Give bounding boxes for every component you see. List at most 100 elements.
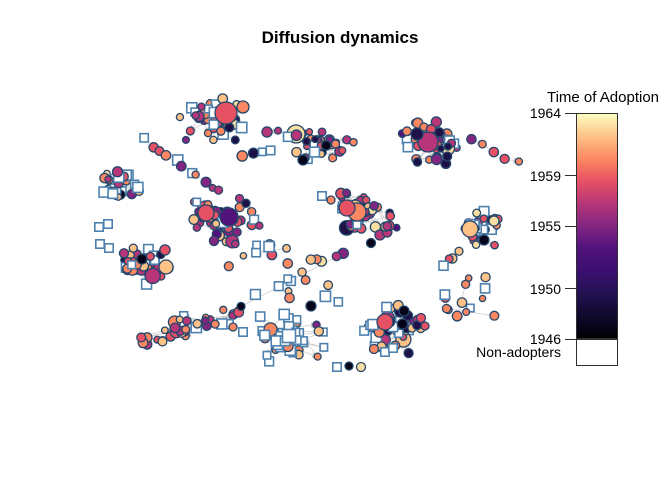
network-node-circle [282,243,291,253]
network-node-circle [297,267,307,277]
network-node-circle [376,313,394,331]
network-node-circle [338,199,356,217]
network-node-circle [313,326,325,337]
network-node-circle [430,153,443,166]
network-node-square [265,145,276,156]
network-node-square [235,121,248,134]
network-node-square [308,146,321,158]
network-node-circle [410,127,424,141]
network-node-circle [478,139,487,149]
network-node-square [331,361,342,372]
network-node-circle [192,318,203,329]
network-node-circle [420,321,430,331]
network-node-circle [514,157,524,166]
network-node-circle [430,116,442,128]
network-node-circle [197,102,206,111]
network-node-square [263,240,275,253]
network-node-circle [344,361,354,371]
network-node-circle [284,292,295,304]
network-node-circle [396,318,409,330]
network-node-circle [454,246,464,256]
network-node-circle [210,319,220,329]
network-node-circle [241,198,251,209]
network-node-circle [368,343,380,355]
network-node-circle [136,332,147,343]
network-node-square [94,222,105,233]
network-node-circle [300,275,311,286]
network-node-circle [479,214,489,223]
network-node-circle [104,175,112,184]
network-node-circle [436,144,445,153]
network-node-circle [302,136,311,146]
network-node-square [248,214,260,225]
network-node-circle [203,128,213,138]
network-node-square [438,260,449,272]
network-node-square [257,147,267,157]
network-node-square [319,290,332,303]
network-node-circle [274,126,283,135]
network-node-square [359,325,370,336]
network-node-circle [188,214,200,226]
network-node-circle [313,352,322,361]
network-node-circle [412,157,423,167]
network-node-circle [323,280,334,291]
network-node-square [387,342,398,353]
network-node-square [238,326,249,337]
network-node-circle [305,254,317,265]
network-node-circle [462,307,471,317]
network-node-circle [480,271,491,283]
network-node-circle [261,126,273,138]
network-node-circle [181,316,192,326]
network-node-square [283,274,293,284]
network-node-circle [330,139,341,149]
network-node-circle [181,324,191,334]
network-node-circle [460,279,471,290]
network-node-circle [471,240,481,250]
network-node-circle [342,188,351,198]
network-node-circle [111,166,124,178]
network-node-circle [499,153,510,165]
network-node-circle [223,261,234,272]
network-node-circle [415,312,427,324]
network-node-circle [478,234,490,246]
network-node-circle [365,237,377,249]
network-node-square [402,141,414,153]
network-node-square [394,328,404,339]
network-node-circle [230,135,240,145]
network-node-square [262,350,272,360]
network-node-square [252,240,262,250]
network-node-circle [209,135,218,145]
network-node-circle [160,149,172,161]
network-node-circle [158,259,174,275]
network-node-circle [211,219,221,228]
network-node-circle [128,243,138,253]
network-node-circle [326,195,336,205]
network-node-circle [382,221,393,232]
network-node-circle [282,258,294,269]
network-node-circle [219,207,239,227]
network-node-circle [159,244,171,256]
network-node-circle [403,347,414,359]
network-node-square [95,239,106,250]
network-node-circle [208,235,220,247]
network-node-circle [488,215,500,227]
network-node-circle [200,316,210,325]
network-node-square [103,219,114,230]
network-node-circle [230,239,240,249]
network-node-circle [311,135,320,144]
network-node-circle [160,326,169,335]
network-node-circle [434,127,445,138]
network-node-circle [247,147,260,159]
network-node-circle [255,221,264,230]
network-node-square [104,243,115,254]
network-node-circle [192,223,202,232]
network-node-square [381,301,393,313]
network-node-square [192,197,202,207]
network-node-circle [489,310,500,321]
network-node-circle [349,137,358,147]
network-node-circle [234,193,245,203]
network-node-circle [441,303,452,314]
network-node-square [352,220,362,230]
network-node-circle [118,248,130,259]
